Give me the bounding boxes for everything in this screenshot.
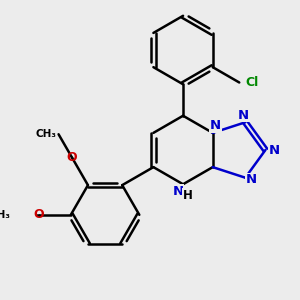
Text: O: O: [67, 151, 77, 164]
Text: CH₃: CH₃: [0, 210, 10, 220]
Text: Cl: Cl: [245, 76, 259, 89]
Text: N: N: [173, 185, 184, 198]
Text: N: N: [238, 109, 249, 122]
Text: N: N: [210, 119, 221, 132]
Text: O: O: [34, 208, 44, 221]
Text: H: H: [183, 189, 193, 202]
Text: N: N: [246, 173, 257, 186]
Text: N: N: [269, 143, 280, 157]
Text: CH₃: CH₃: [36, 129, 57, 139]
